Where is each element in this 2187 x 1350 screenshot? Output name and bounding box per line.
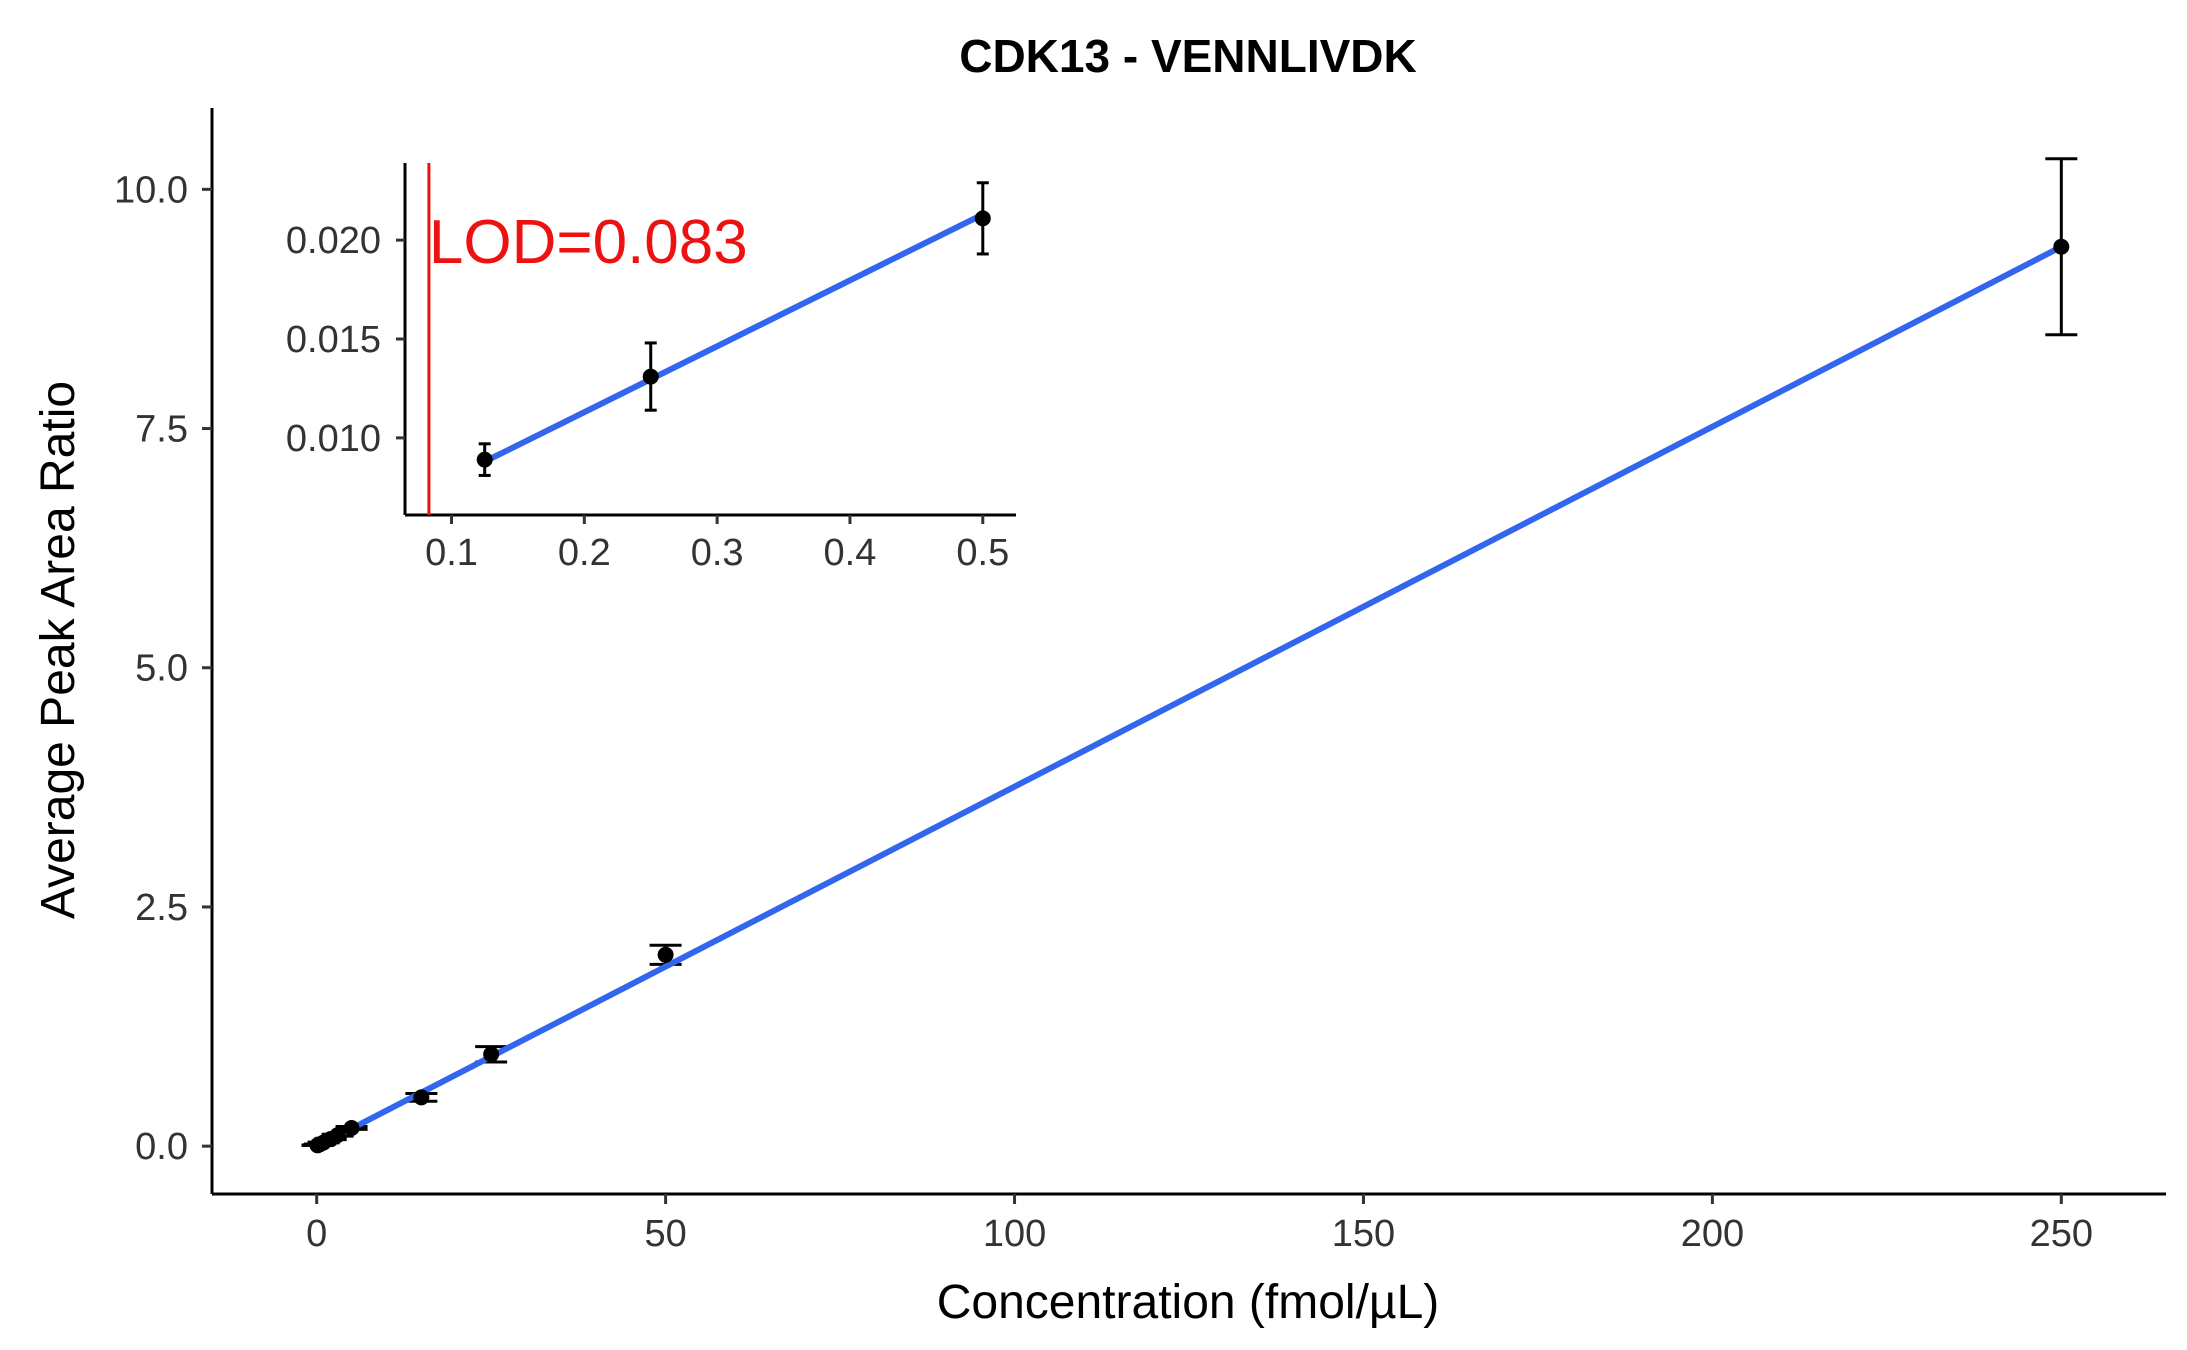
inset-plot-area: 0.1 0.2 0.3 0.4 0.5 0.010 0.015 0.020 LOD=0.083 bbox=[286, 163, 1016, 574]
chart-title: CDK13 - VENNLIVDK bbox=[959, 30, 1417, 82]
y-tick-label: 2.5 bbox=[135, 887, 188, 929]
lod-label: LOD=0.083 bbox=[429, 208, 748, 277]
data-point bbox=[329, 1127, 346, 1144]
x-tick-label: 150 bbox=[1332, 1213, 1395, 1255]
x-tick-label: 200 bbox=[1681, 1213, 1744, 1255]
data-point bbox=[483, 1046, 500, 1063]
inset-x-tick-label: 0.2 bbox=[558, 532, 611, 574]
y-tick-label: 10.0 bbox=[114, 169, 188, 211]
data-point bbox=[343, 1119, 360, 1136]
data-point bbox=[657, 946, 674, 963]
inset-y-tick-label: 0.020 bbox=[286, 220, 381, 262]
inset-x-tick-label: 0.4 bbox=[824, 532, 877, 574]
inset-x-tick-label: 0.1 bbox=[425, 532, 478, 574]
y-tick-label: 0.0 bbox=[135, 1126, 188, 1168]
main-plot-area: 0 50 100 150 200 250 0.0 2.5 5.0 7.5 10.0 bbox=[114, 108, 2166, 1255]
data-point bbox=[413, 1089, 430, 1106]
y-tick-label: 5.0 bbox=[135, 648, 188, 690]
x-axis-label: Concentration (fmol/µL) bbox=[937, 1276, 1440, 1329]
inset-x-tick-label: 0.5 bbox=[956, 532, 1009, 574]
y-axis-label: Average Peak Area Ratio bbox=[32, 381, 85, 919]
x-tick-label: 50 bbox=[644, 1213, 686, 1255]
inset-data-point bbox=[642, 368, 659, 385]
x-tick-label: 0 bbox=[306, 1213, 327, 1255]
inset-fit-line bbox=[483, 211, 985, 465]
inset-y-tick-label: 0.015 bbox=[286, 319, 381, 361]
data-point bbox=[2053, 238, 2070, 255]
inset-x-tick-label: 0.3 bbox=[691, 532, 744, 574]
inset-data-point bbox=[476, 451, 493, 468]
inset-y-tick-label: 0.010 bbox=[286, 418, 381, 460]
inset-data-point bbox=[974, 210, 991, 227]
fit-line bbox=[316, 244, 2063, 1149]
x-tick-label: 100 bbox=[983, 1213, 1046, 1255]
x-tick-label: 250 bbox=[2030, 1213, 2093, 1255]
y-tick-label: 7.5 bbox=[135, 409, 188, 451]
